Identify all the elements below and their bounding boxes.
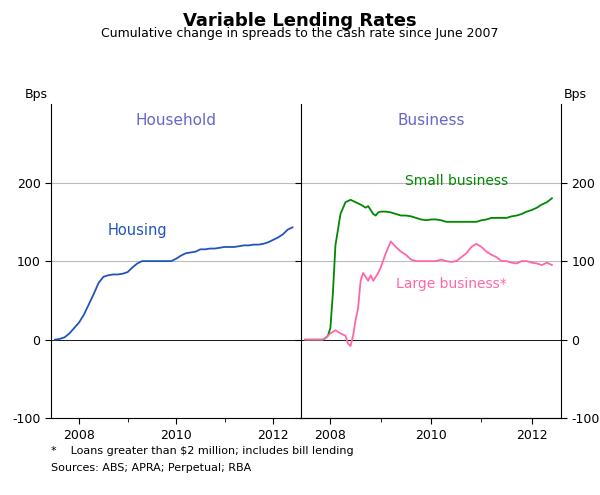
- Text: Sources: ABS; APRA; Perpetual; RBA: Sources: ABS; APRA; Perpetual; RBA: [51, 463, 251, 473]
- Text: Bps: Bps: [25, 89, 48, 101]
- Text: Cumulative change in spreads to the cash rate since June 2007: Cumulative change in spreads to the cash…: [101, 27, 499, 40]
- Text: Business: Business: [397, 113, 465, 128]
- Text: *    Loans greater than $2 million; includes bill lending: * Loans greater than $2 million; include…: [51, 446, 353, 455]
- Text: Large business*: Large business*: [396, 277, 506, 291]
- Text: Variable Lending Rates: Variable Lending Rates: [183, 12, 417, 30]
- Text: Household: Household: [136, 113, 217, 128]
- Text: Housing: Housing: [107, 223, 167, 238]
- Text: Bps: Bps: [564, 89, 587, 101]
- Text: Small business: Small business: [405, 174, 508, 188]
